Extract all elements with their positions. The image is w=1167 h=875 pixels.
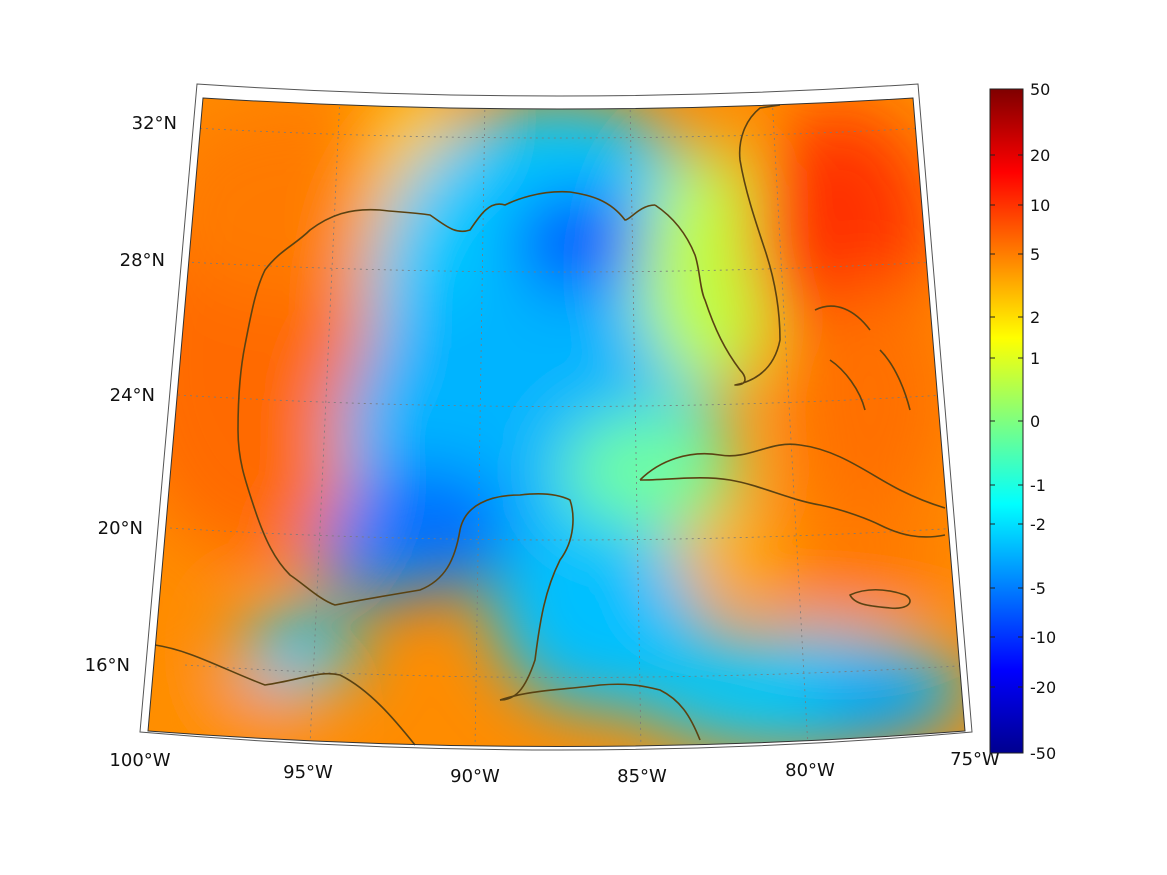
colorbar-label: 1 (1030, 349, 1040, 368)
bahamas-coast (814, 305, 911, 411)
lon-labels: 100°W 95°W 90°W 85°W 80°W 75°W (109, 749, 1000, 787)
colorbar-label: 2 (1030, 308, 1040, 327)
map-frame-outer (139, 83, 973, 751)
lon-label: 95°W (283, 762, 333, 783)
lat-labels: 16°N 20°N 24°N 28°N 32°N (85, 113, 177, 676)
lon-label: 90°W (450, 766, 500, 787)
lat-label: 24°N (110, 385, 155, 406)
lat-label: 16°N (85, 655, 130, 676)
lat-label: 20°N (98, 518, 143, 539)
gulf-coastline (237, 190, 656, 701)
lon-label: 80°W (785, 760, 835, 781)
colorbar-label: 0 (1030, 412, 1040, 431)
lon-label: 85°W (617, 766, 667, 787)
colorbar-label: 50 (1030, 80, 1050, 99)
central-america-coast (499, 683, 701, 741)
pacific-coast (154, 644, 416, 746)
lon-label: 100°W (109, 750, 170, 771)
graticule (169, 98, 965, 747)
cuba-coast (639, 443, 946, 509)
jamaica-coast (849, 588, 911, 610)
colorbar-label: 20 (1030, 146, 1050, 165)
map-frame (147, 97, 966, 747)
colorbar-label: -5 (1030, 579, 1046, 598)
lat-label: 28°N (120, 250, 165, 271)
colorbar-label: -10 (1030, 628, 1056, 647)
colorbar-label: -20 (1030, 678, 1056, 697)
map-field (148, 98, 965, 747)
coastlines (154, 104, 946, 746)
lat-label: 32°N (132, 113, 177, 134)
colorbar-label: -1 (1030, 476, 1046, 495)
lon-label: 75°W (950, 749, 1000, 770)
colorbar-label: 5 (1030, 245, 1040, 264)
colorbar-label: -50 (1030, 744, 1056, 763)
colorbar-label: 10 (1030, 196, 1050, 215)
cuba-south-coast (639, 476, 946, 538)
colorbar-bar (989, 88, 1024, 754)
colorbar-label: -2 (1030, 515, 1046, 534)
florida-coast (654, 104, 781, 386)
